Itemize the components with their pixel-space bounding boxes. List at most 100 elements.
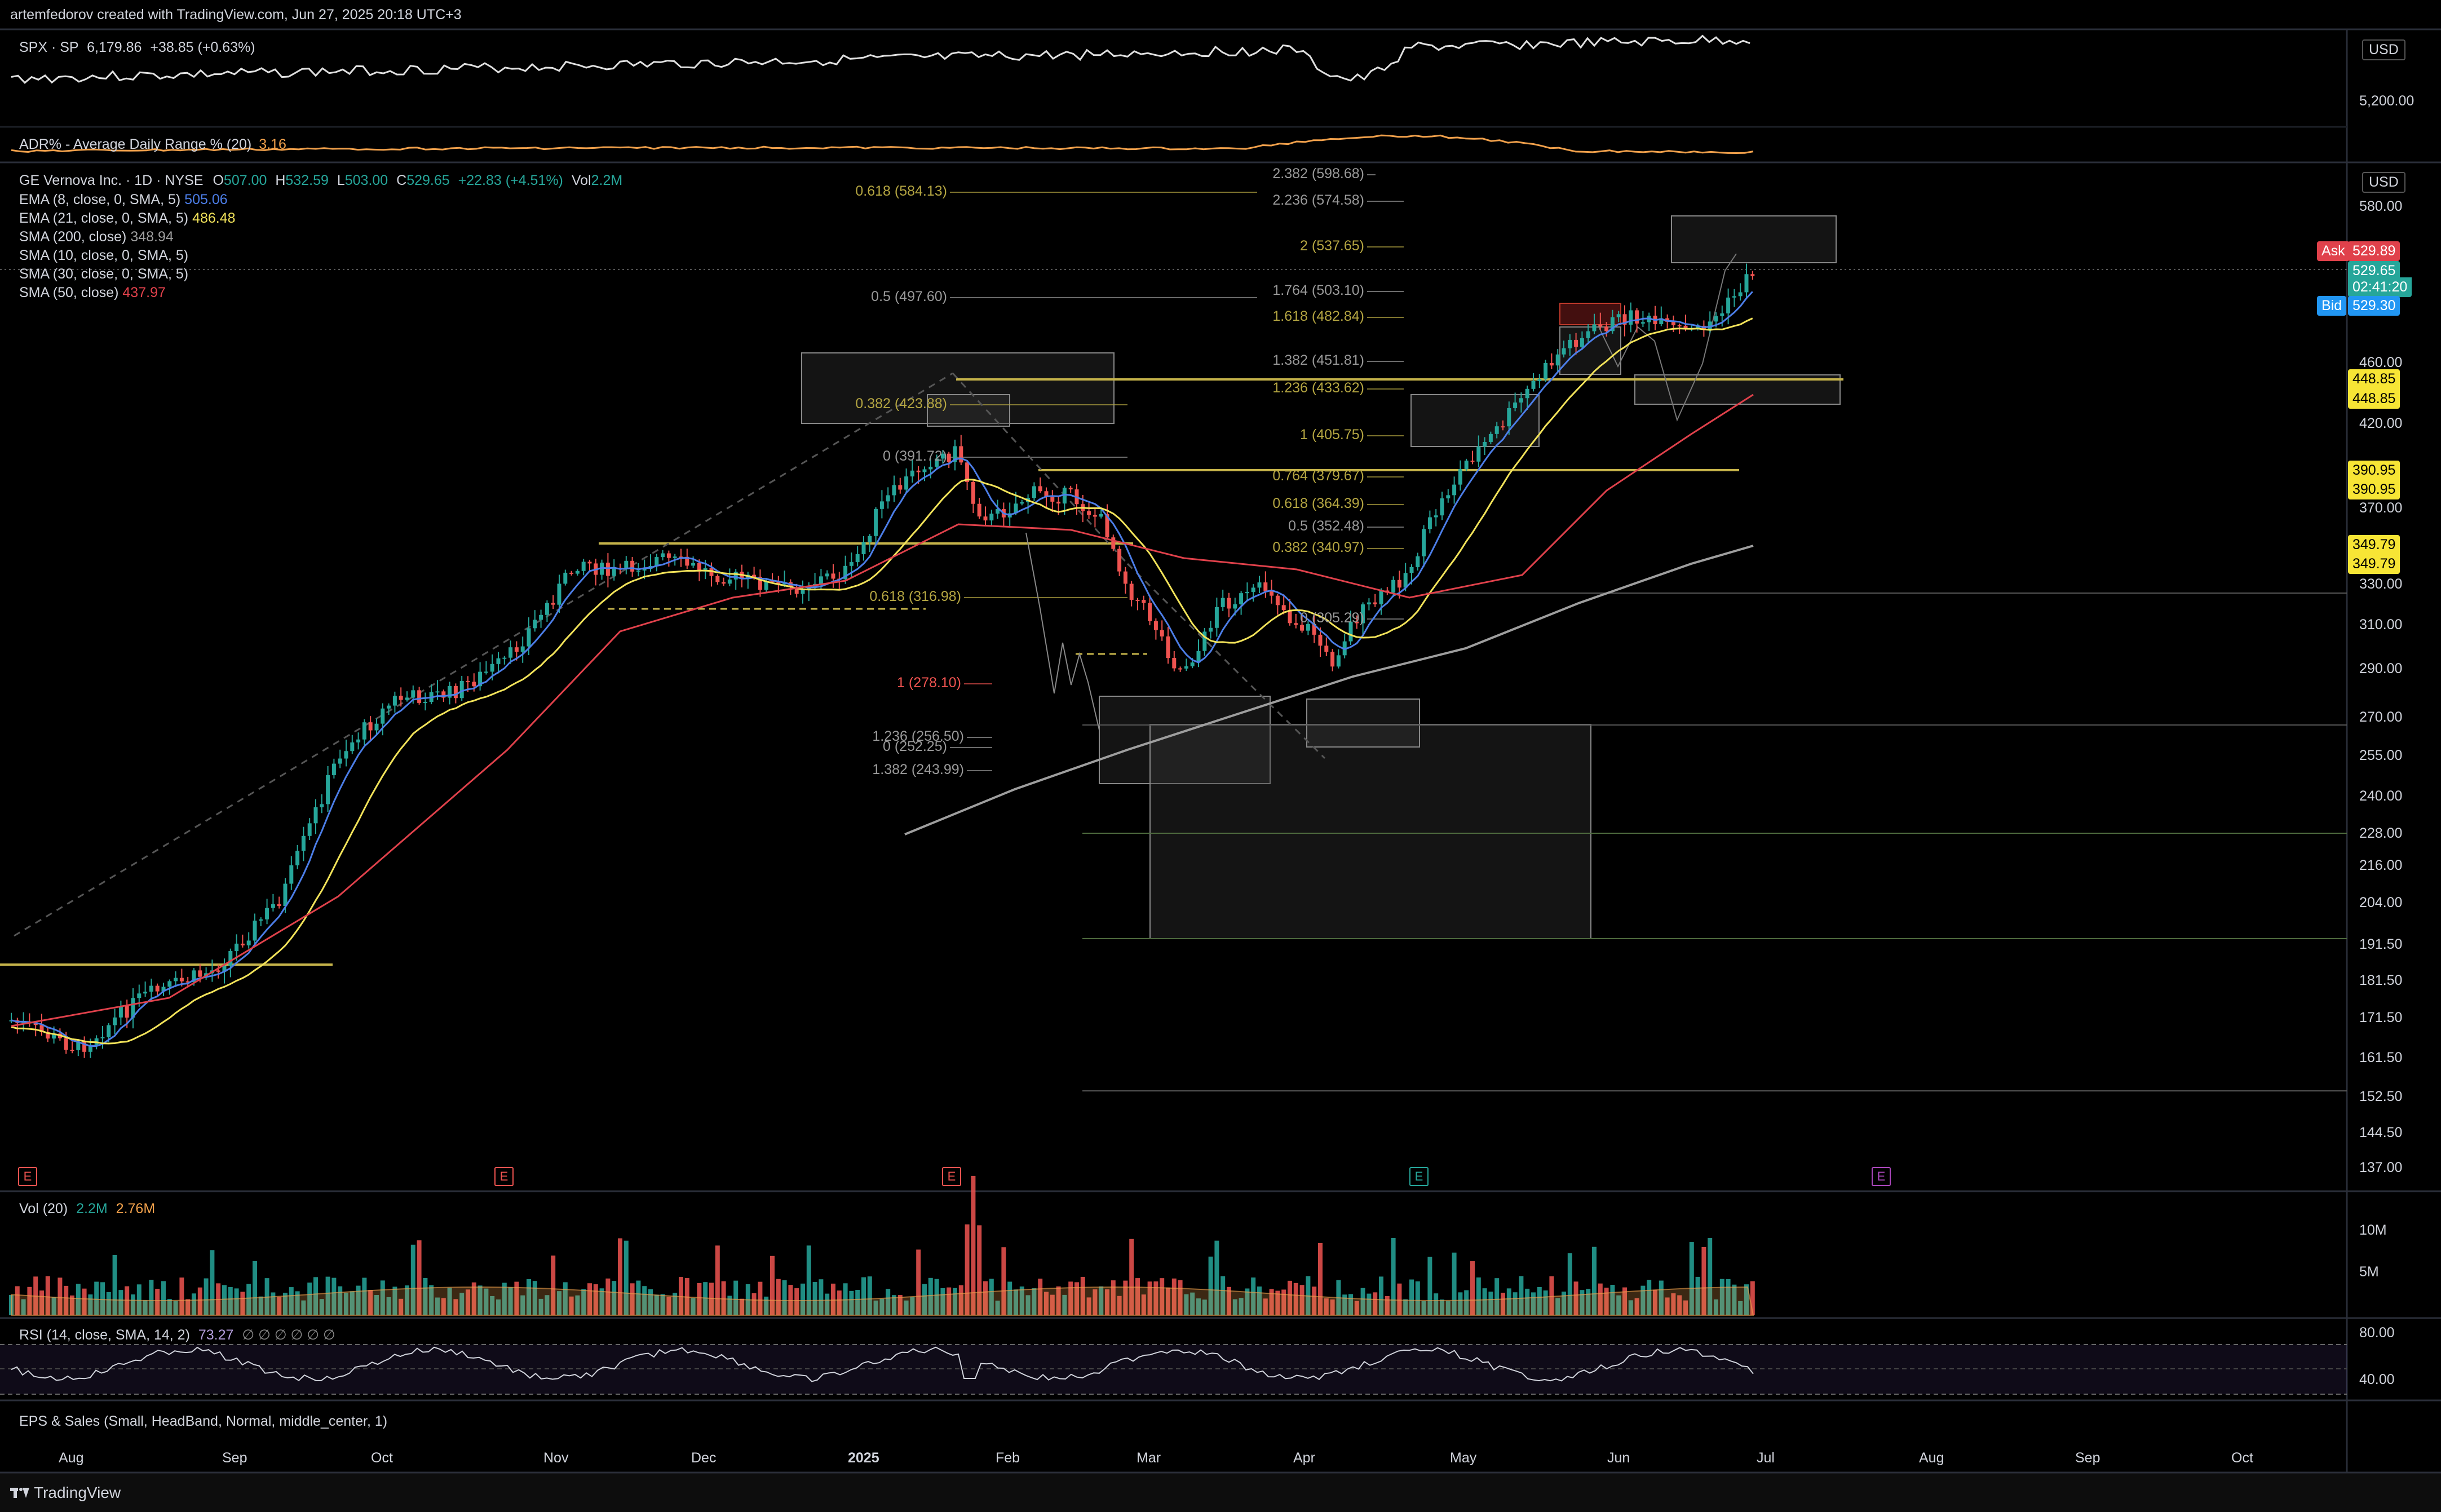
volume-bar	[362, 1277, 367, 1315]
fib-label: 1 (405.75)	[1300, 427, 1364, 443]
volume-bar	[727, 1296, 732, 1315]
candle-body	[392, 696, 397, 706]
candle-body	[612, 568, 616, 576]
volume-bar	[1689, 1242, 1694, 1315]
indicator-label: SMA (10, close, 0, SMA, 5)	[19, 247, 189, 263]
indicator-sma10[interactable]: SMA (10, close, 0, SMA, 5)	[19, 246, 236, 265]
candle-body	[1062, 488, 1067, 504]
price-axis-label: 270.00	[2359, 709, 2403, 725]
indicator-sma30[interactable]: SMA (30, close, 0, SMA, 5)	[19, 265, 236, 284]
candle-body	[874, 509, 878, 536]
volume-bar	[1415, 1281, 1420, 1315]
candle-body	[441, 691, 446, 698]
indicator-sma50[interactable]: SMA (50, close) 437.97	[19, 284, 236, 302]
candle-body	[1160, 630, 1164, 636]
fib-label: 0.618 (364.39)	[1272, 496, 1364, 511]
candle-body	[563, 572, 568, 584]
indicator-sma200[interactable]: SMA (200, close) 348.94	[19, 228, 236, 246]
earnings-icon[interactable]: E	[18, 1167, 37, 1186]
candle-body	[33, 1023, 38, 1025]
level-tag-448-b: 448.85	[2348, 389, 2400, 409]
volume-bar	[721, 1281, 726, 1315]
rsi-legend[interactable]: RSI (14, close, SMA, 14, 2) 73.27 ∅ ∅ ∅ …	[19, 1326, 335, 1345]
earnings-icon[interactable]: E	[942, 1167, 961, 1186]
volume-bar	[1470, 1261, 1475, 1315]
volume-bar	[1354, 1301, 1359, 1315]
spx-currency-button[interactable]: USD	[2362, 39, 2405, 60]
volume-bar	[977, 1225, 982, 1315]
tradingview-logo[interactable]: TradingView	[10, 1484, 121, 1502]
volume-bar	[222, 1285, 227, 1315]
volume-bar	[1513, 1292, 1518, 1315]
main-currency-button[interactable]: USD	[2362, 172, 2405, 193]
volume-bar	[149, 1280, 154, 1315]
candle-body	[88, 1045, 92, 1052]
volume-bar	[1117, 1296, 1122, 1315]
candle-body	[1288, 610, 1292, 624]
candle-body	[831, 573, 835, 579]
volume-bar	[374, 1295, 379, 1315]
candle-body	[1099, 514, 1103, 517]
candle-body	[1464, 461, 1469, 470]
symbol-legend[interactable]: GE Vernova Inc. · 1D · NYSE O507.00 H532…	[19, 171, 622, 190]
indicator-label: EMA (21, close, 0, SMA, 5)	[19, 210, 189, 226]
candle-body	[472, 682, 476, 687]
ask-price-tag: 529.89	[2348, 241, 2400, 261]
volume-bar	[228, 1287, 233, 1315]
earnings-icon[interactable]: E	[1872, 1167, 1891, 1186]
volume-bar	[1019, 1286, 1024, 1315]
spx-legend[interactable]: SPX · SP 6,179.86 +38.85 (+0.63%)	[19, 38, 255, 57]
volume-bar	[1458, 1292, 1463, 1315]
volume-bar	[593, 1284, 598, 1315]
indicator-legend[interactable]: EMA (8, close, 0, SMA, 5) 505.06 EMA (21…	[19, 191, 236, 302]
adr-legend[interactable]: ADR% - Average Daily Range % (20) 3.16	[19, 135, 286, 154]
candle-body	[965, 462, 970, 483]
candle-body	[1220, 598, 1225, 607]
candle-body	[1635, 310, 1639, 324]
volume-bar	[484, 1288, 489, 1315]
candle-body	[1568, 339, 1572, 348]
indicator-ema21[interactable]: EMA (21, close, 0, SMA, 5) 486.48	[19, 209, 236, 228]
candle-body	[478, 671, 483, 687]
candle-body	[246, 940, 251, 945]
volume-bar	[806, 1245, 811, 1315]
volume-bar	[350, 1291, 355, 1315]
volume-bar	[527, 1279, 531, 1315]
volume-bar	[545, 1295, 550, 1315]
candle-body	[1190, 662, 1195, 666]
volume-bar	[118, 1290, 123, 1315]
volume-bar	[1695, 1276, 1700, 1315]
candle-body	[892, 485, 896, 496]
candle-body	[356, 739, 361, 742]
time-axis-label: Sep	[222, 1450, 247, 1466]
candle-body	[161, 987, 166, 992]
volume-bars	[9, 1175, 1755, 1316]
indicator-value: 486.48	[192, 210, 236, 226]
earnings-icon[interactable]: E	[494, 1167, 514, 1186]
volume-bar	[1616, 1295, 1621, 1315]
volume-bar	[277, 1297, 282, 1315]
volume-bar	[179, 1277, 184, 1315]
volume-bar	[435, 1297, 440, 1315]
volume-bar	[623, 1240, 629, 1315]
volume-bar	[867, 1276, 872, 1315]
volume-bar	[477, 1285, 483, 1315]
candle-body	[1476, 446, 1481, 462]
fib-label: 0 (391.72)	[883, 448, 947, 464]
candle-body	[886, 495, 890, 502]
candle-body	[216, 970, 220, 972]
earnings-icon[interactable]: E	[1409, 1167, 1429, 1186]
sma-200-line	[904, 545, 1754, 835]
candle-body	[1355, 621, 1359, 624]
volume-bar	[392, 1286, 397, 1315]
indicator-ema8[interactable]: EMA (8, close, 0, SMA, 5) 505.06	[19, 191, 236, 209]
eps-legend[interactable]: EPS & Sales (Small, HeadBand, Normal, mi…	[19, 1413, 388, 1429]
volume-legend[interactable]: Vol (20) 2.2M 2.76M	[19, 1200, 155, 1218]
volume-bar	[1379, 1276, 1383, 1315]
candle-body	[539, 614, 543, 620]
price-axis-label: 161.50	[2359, 1050, 2403, 1066]
volume-bar	[587, 1283, 592, 1315]
volume-bar	[740, 1298, 744, 1315]
candle-body	[685, 556, 689, 566]
